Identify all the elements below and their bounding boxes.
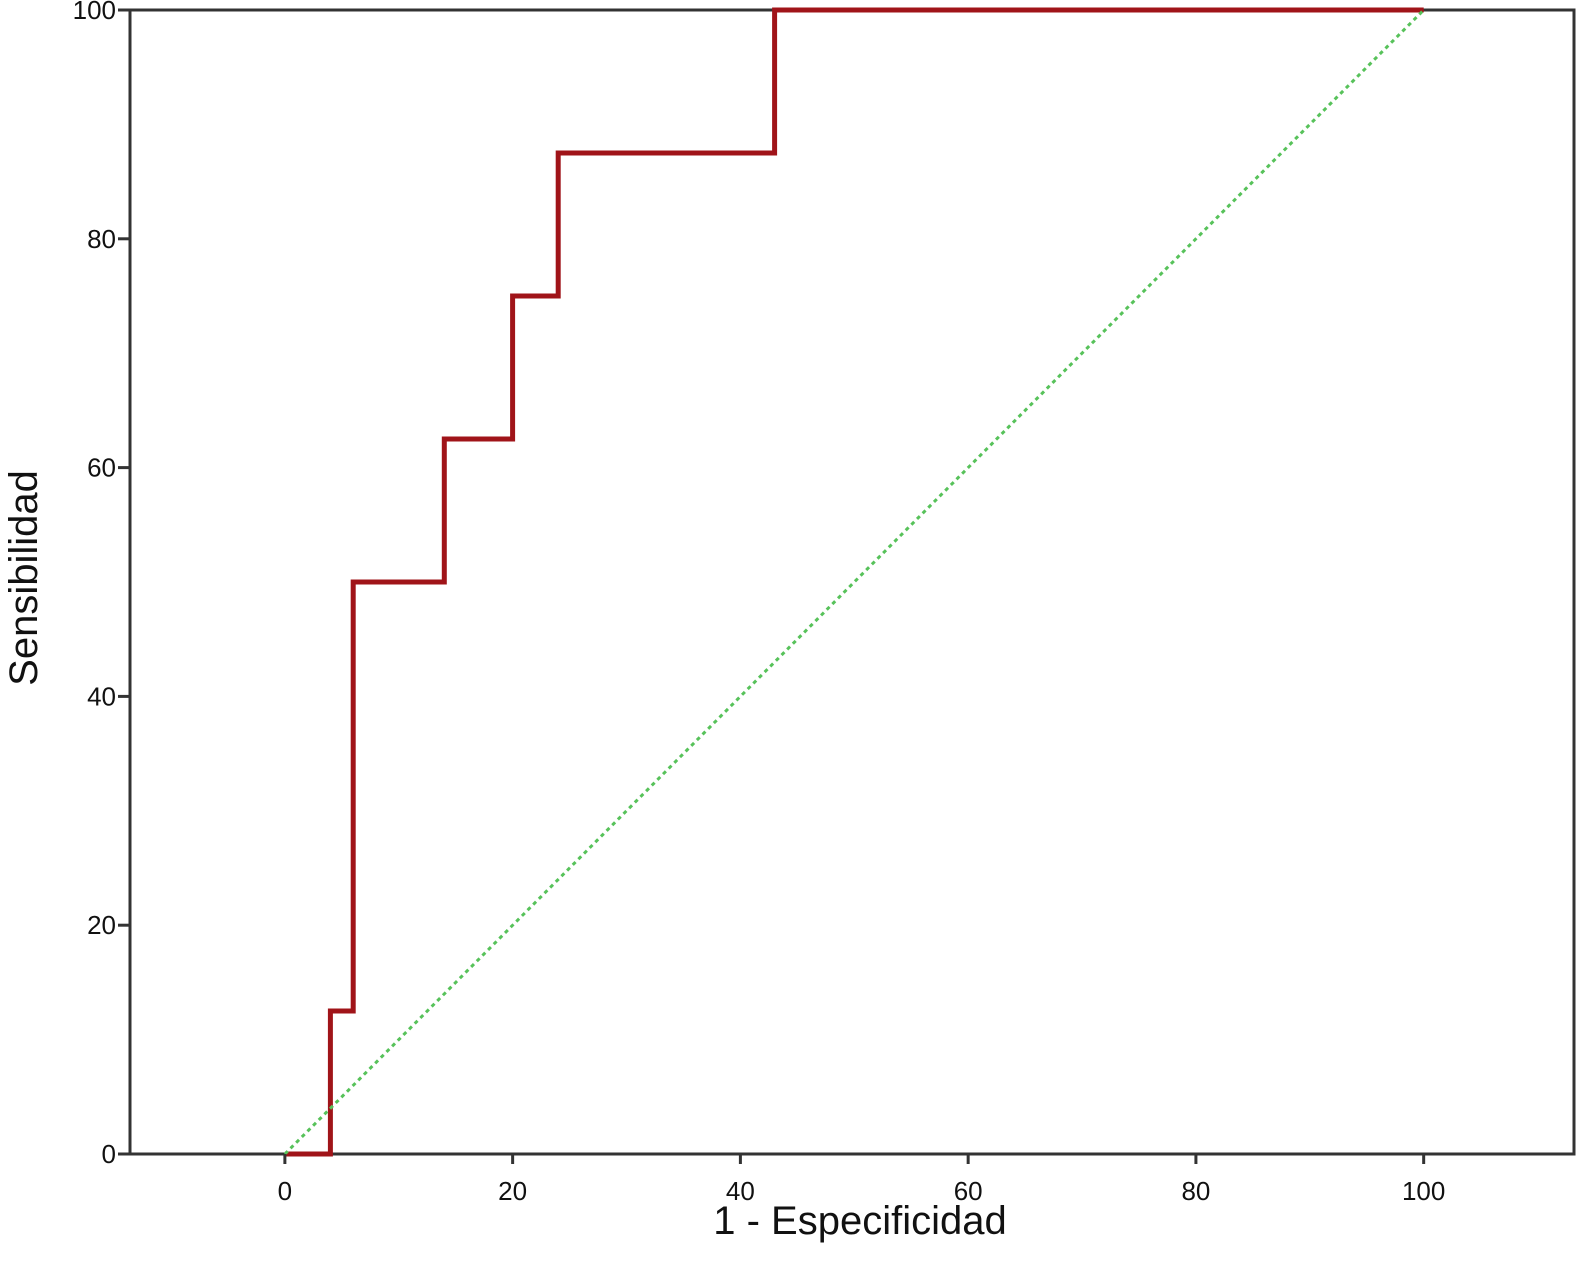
x-tick-label: 100 [1402,1176,1445,1206]
x-tick-label: 80 [1181,1176,1210,1206]
x-tick-label: 20 [498,1176,527,1206]
reference-diagonal-line [283,8,1425,1156]
x-tick-label: 0 [278,1176,292,1206]
x-tick-label: 60 [954,1176,983,1206]
x-axis-title: 1 - Especificidad [713,1199,1006,1243]
y-axis-title: Sensibilidad [2,470,46,686]
y-tick-label: 40 [87,681,116,711]
y-tick-label: 60 [87,453,116,483]
y-tick-label: 100 [73,0,116,25]
y-tick-label: 80 [87,224,116,254]
roc-curve-line [284,7,1424,1157]
y-tick-label: 20 [87,910,116,940]
y-tick-label: 0 [102,1139,116,1169]
x-tick-label: 40 [726,1176,755,1206]
plot-frame [128,8,1576,1156]
